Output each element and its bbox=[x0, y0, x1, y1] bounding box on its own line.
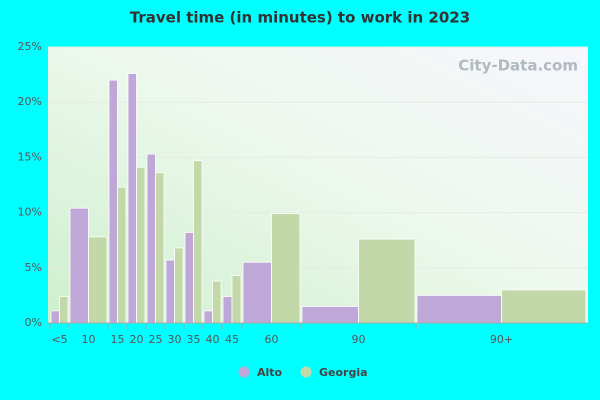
chart-title: Travel time (in minutes) to work in 2023 bbox=[130, 9, 470, 27]
x-tick-label: <5 bbox=[51, 333, 67, 346]
bar bbox=[165, 259, 175, 324]
x-tick-label: 20 bbox=[130, 333, 144, 346]
x-tick-label: 90+ bbox=[490, 333, 513, 346]
bar bbox=[88, 236, 108, 324]
y-tick-label: 5% bbox=[25, 261, 42, 274]
y-tick-label: 15% bbox=[18, 150, 42, 163]
y-tick-label: 20% bbox=[18, 95, 42, 108]
bar bbox=[358, 238, 416, 324]
bar bbox=[301, 306, 359, 324]
bar bbox=[222, 296, 233, 324]
legend-label: Alto bbox=[257, 366, 283, 379]
legend-swatch bbox=[300, 366, 312, 378]
x-tick-label: 60 bbox=[265, 333, 279, 346]
bar bbox=[184, 232, 194, 324]
x-tick-label: 25 bbox=[149, 333, 163, 346]
bar bbox=[108, 79, 118, 324]
bar bbox=[212, 280, 222, 324]
x-tick-label: 35 bbox=[187, 333, 201, 346]
bar bbox=[59, 296, 69, 324]
bar bbox=[50, 310, 60, 324]
bar bbox=[146, 153, 156, 324]
x-tick-label: 45 bbox=[225, 333, 239, 346]
x-tick-label: 10 bbox=[82, 333, 96, 346]
bar bbox=[271, 213, 301, 324]
bar bbox=[117, 186, 127, 324]
x-tick-label: 40 bbox=[206, 333, 220, 346]
bar bbox=[69, 207, 89, 324]
x-tick-label: 90 bbox=[352, 333, 366, 346]
bar bbox=[203, 310, 213, 324]
bar bbox=[416, 294, 502, 324]
x-tick-label: 15 bbox=[111, 333, 125, 346]
bar bbox=[136, 166, 146, 324]
legend-label: Georgia bbox=[319, 366, 368, 379]
bar bbox=[174, 247, 184, 324]
x-tick-label: 30 bbox=[168, 333, 182, 346]
y-tick-label: 10% bbox=[18, 206, 42, 219]
legend-swatch bbox=[238, 366, 250, 378]
bar bbox=[501, 289, 587, 324]
bar bbox=[242, 261, 272, 324]
watermark: City-Data.com bbox=[458, 57, 578, 75]
bar bbox=[155, 172, 165, 324]
y-tick-label: 25% bbox=[18, 40, 42, 53]
y-tick-label: 0% bbox=[25, 316, 42, 329]
bar bbox=[193, 160, 203, 324]
bar bbox=[231, 275, 242, 324]
bar bbox=[127, 73, 137, 324]
